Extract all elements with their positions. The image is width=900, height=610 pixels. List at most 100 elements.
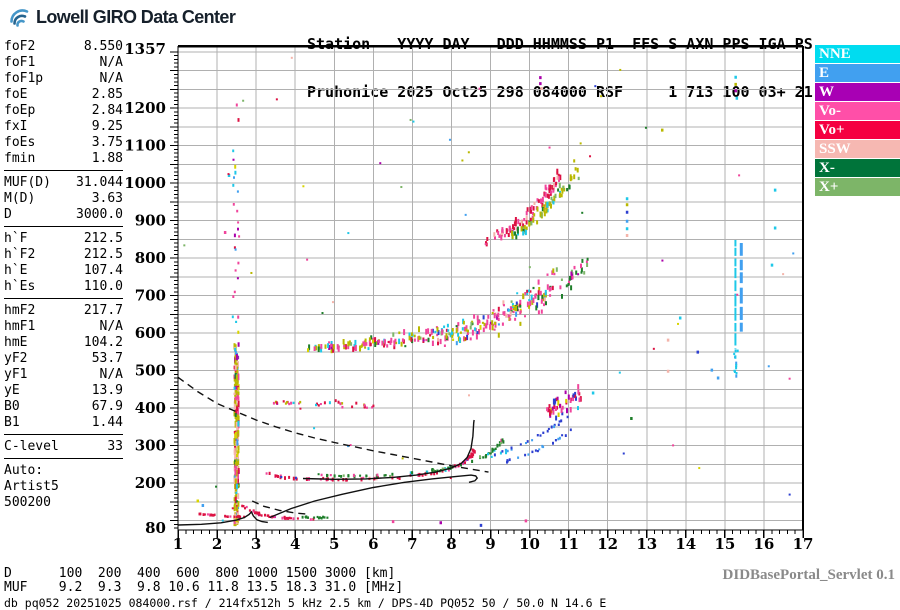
param-group: foF2 8.550 foF1 N/A foF1p N/A foE 2.85 foEp 2.84 f… [4,39,123,171]
noise-speck [331,301,334,304]
noise-speck [401,457,404,460]
rfi-line-cyan [734,247,737,256]
param-label: MUF(D) [4,175,51,190]
echo-point [666,338,670,342]
rfi-line-cyan [734,322,737,332]
noise-speck [313,427,316,430]
trace-es-x-trace [301,515,329,520]
giro-logo[interactable]: Lowell GIRO Data Center [7,5,236,29]
noise-speck [736,293,739,296]
noise-speck [448,138,451,141]
param-value: 1.44 [91,415,123,430]
noise-speck [347,232,350,235]
measurement-status-line: db pq052 20251025 084000.rsf / 214fx512h… [4,595,607,610]
param-row: h`E 107.4 [4,263,123,279]
rfi-line-cyan [734,280,737,292]
rfi-line-cyan [734,333,737,346]
rfi-line-blue [739,243,743,256]
param-label: yF2 [4,351,28,366]
noise-speck [600,95,603,98]
echo-point [625,227,629,231]
noise-speck [619,68,622,71]
param-value: 9.25 [91,119,123,134]
param-label: B1 [4,415,20,430]
trace-f-trace-o [265,448,476,482]
echo-point [710,368,714,372]
echo-point [625,234,629,237]
param-row: MUF(D) 31.044 [4,175,123,191]
noise-speck [412,120,415,123]
rfi-line-blue [739,287,743,304]
param-row: hmE 104.2 [4,335,123,351]
es-spike-salmon-column [236,435,239,441]
param-group: h`F 212.5 h`F2 212.5 h`E 107.4 h`Es 110.0 [4,231,123,299]
noise-speck [221,519,224,522]
rfi-line-cyan [734,293,737,307]
noise-speck [589,155,592,158]
density-profile [269,474,479,519]
trace-hop3-green [511,159,580,240]
x-axis-label: 16 [754,535,775,553]
noise-speck [242,99,245,102]
param-value: 217.7 [83,303,123,318]
param-value: 3000.0 [76,207,123,222]
muf-row: MUF 9.2 9.3 9.8 10.6 11.8 13.5 18.3 31.0… [4,580,404,595]
noise-speck [672,444,675,447]
param-value: 67.9 [91,399,123,414]
param-value: 3.75 [91,135,123,150]
y-axis-label: 800 [135,249,166,267]
trace-hop2-x-tail [559,257,589,299]
rfi-line-cyan [734,348,737,349]
rfi-line-cyan [734,267,737,279]
x-axis-label: 9 [485,535,495,553]
param-value: 8.550 [83,39,123,54]
model-f-trace [302,419,475,481]
noise-speck [594,85,597,88]
param-value: 1.88 [91,151,123,166]
echo-point [524,519,528,523]
trace-hop3-red [485,168,562,247]
echo-point [625,210,629,214]
echo-point [716,376,720,380]
y-axis-label: 400 [135,399,166,417]
echo-point [539,82,542,86]
legend-item-nne: NNE [815,45,900,63]
echo-point [439,521,442,525]
param-label: foEs [4,135,36,150]
legend-item-xminus: X- [815,159,900,177]
x-axis-label: 17 [793,535,814,553]
rfi-line-blue [739,272,743,284]
param-label: foE [4,87,28,102]
param-value: N/A [99,71,123,86]
param-row: foEp 2.84 [4,103,123,119]
muf-e-curve [251,500,307,515]
x-axis-label: 10 [519,535,540,553]
noise-speck [652,347,655,350]
y-axis-label: 300 [135,437,166,455]
trace-es-spike [233,342,240,527]
echo-point [735,96,739,100]
noise-speck [622,452,625,455]
param-row: yF2 53.7 [4,351,123,367]
y-axis-label: 1000 [124,174,166,192]
param-row: foEs 3.75 [4,135,123,151]
echo-point [625,203,629,207]
echo-point [678,316,682,320]
legend-item-e: E [815,64,900,82]
y-axis-label: 500 [135,362,166,380]
noise-speck [581,211,584,214]
rfi-line-blue [739,259,743,271]
echo-point [227,174,231,177]
param-label: hmF1 [4,319,36,334]
rfi-line-blue [739,322,743,332]
parameter-panel: foF2 8.550 foF1 N/A foF1p N/A foE 2.85 foEp 2.84 f… [4,39,123,518]
param-value: 3.63 [91,191,123,206]
echo-point [201,504,205,507]
noise-speck [468,394,471,397]
noise-speck [548,146,551,149]
x-axis-label: 15 [714,535,735,553]
x-axis-label: 1 [173,535,183,553]
echo-point [773,188,777,192]
servlet-version-label: DIDBasePortal_Servlet 0.1 [722,567,895,583]
param-row: foF2 8.550 [4,39,123,55]
